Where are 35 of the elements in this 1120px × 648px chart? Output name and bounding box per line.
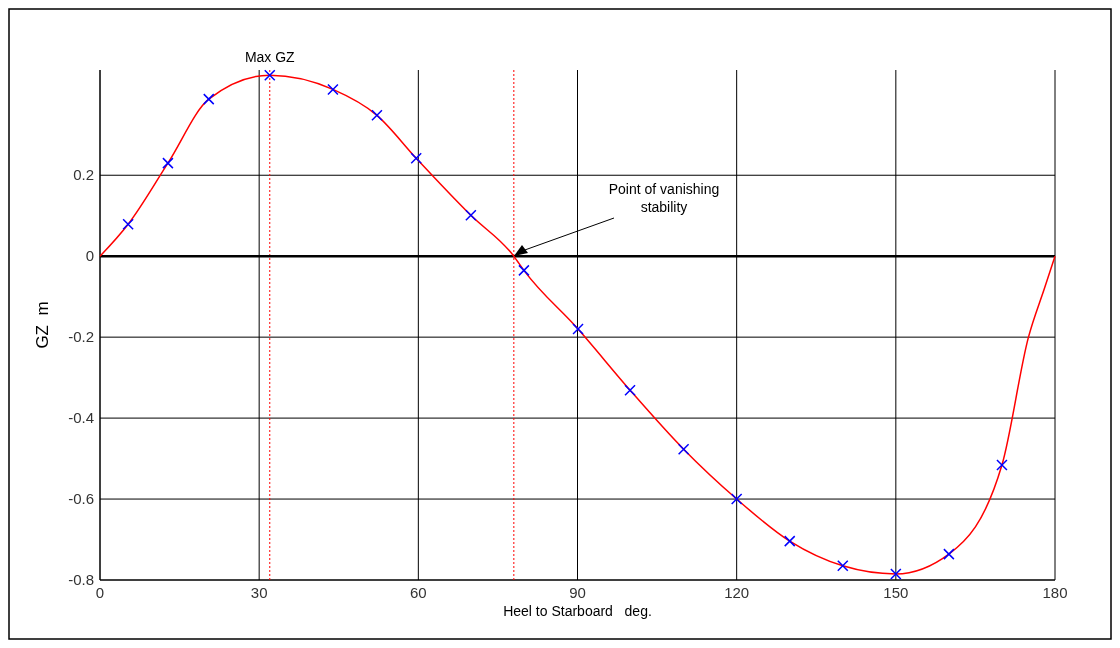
point (837, 560, 849, 572)
point (410, 152, 422, 164)
x-tick-label: 180 (1042, 584, 1068, 601)
y-tick-label: -0.2 (68, 328, 94, 346)
y-axis-title: GZ m (33, 301, 52, 349)
x-tick-label: 90 (569, 584, 586, 601)
x-tick-label: 30 (250, 584, 268, 601)
point (677, 443, 690, 456)
annotation: Point of vanishing stability (608, 181, 720, 215)
point (624, 384, 636, 396)
point (203, 93, 215, 105)
x-tick-label: 150 (883, 584, 909, 601)
x-axis-title: Heel to Starboard deg. (503, 603, 652, 619)
point (327, 83, 339, 96)
x-tick-label: 120 (724, 584, 750, 601)
point (730, 493, 743, 505)
x-tick-label: 60 (409, 584, 427, 601)
ref-line-label: Max GZ (244, 49, 296, 65)
point (162, 157, 174, 169)
point (264, 69, 276, 82)
point (518, 264, 530, 277)
point (783, 535, 796, 547)
x-tick-label: 0 (95, 584, 105, 601)
point (572, 323, 584, 335)
y-tick-label: 0 (85, 247, 94, 265)
y-tick-label: -0.8 (68, 571, 94, 588)
y-tick-label: 0.2 (73, 166, 94, 184)
y-tick-label: -0.6 (68, 490, 94, 508)
point (122, 218, 134, 230)
point (890, 568, 902, 580)
y-tick-label: -0.4 (68, 409, 94, 427)
point (465, 209, 477, 222)
point (996, 459, 1008, 471)
point (943, 548, 955, 560)
point (371, 109, 383, 122)
